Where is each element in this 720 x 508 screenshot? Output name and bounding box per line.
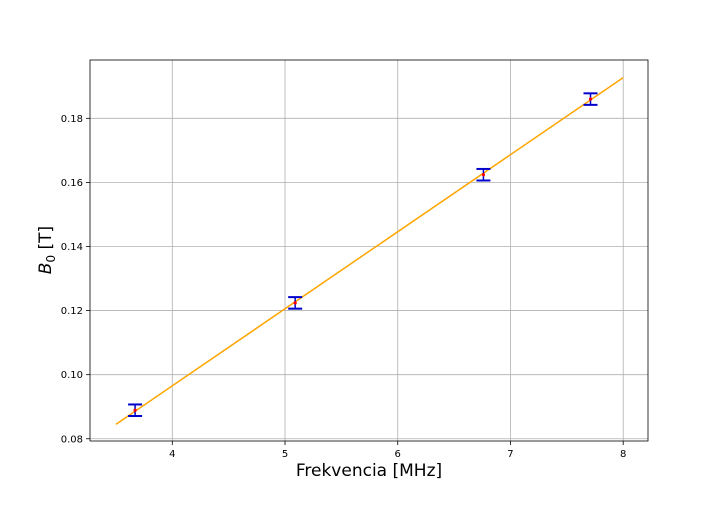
y-tick-label: 0.12 xyxy=(61,306,83,317)
data-point xyxy=(288,296,303,310)
axes-frame xyxy=(89,59,649,442)
x-tick-label: 8 xyxy=(620,449,626,460)
y-tick-label: 0.18 xyxy=(61,114,83,125)
x-tick-label: 6 xyxy=(395,449,401,460)
y-axis-label-symbol: B xyxy=(36,263,56,275)
data-marker xyxy=(133,408,137,412)
y-tick-label: 0.08 xyxy=(61,434,83,445)
data-marker xyxy=(588,97,593,101)
x-tick-label: 4 xyxy=(169,449,175,460)
x-tick-label: 7 xyxy=(507,449,513,460)
ticks-group: 4 5 6 7 8 0.08 0.10 0.12 0.14 0.16 0.18 xyxy=(61,114,627,460)
y-axis-label-subscript: 0 xyxy=(44,255,58,263)
x-axis-label: Frekvencia [MHz] xyxy=(296,461,442,481)
fit-line-group xyxy=(115,77,624,425)
y-tick-label: 0.16 xyxy=(61,178,83,189)
y-axis-label-unit: [T] xyxy=(36,226,56,255)
y-axis-label: B0 [T] xyxy=(36,226,58,274)
data-marker xyxy=(293,301,297,305)
data-marker xyxy=(481,173,486,177)
x-tick-label: 5 xyxy=(282,449,288,460)
y-tick-label: 0.14 xyxy=(61,242,83,253)
data-point xyxy=(476,167,491,182)
data-point xyxy=(583,92,598,106)
grid xyxy=(90,60,648,441)
y-tick-label: 0.10 xyxy=(61,370,83,381)
fit-line xyxy=(115,77,624,425)
data-point xyxy=(128,403,143,418)
data-points-group xyxy=(128,92,598,418)
